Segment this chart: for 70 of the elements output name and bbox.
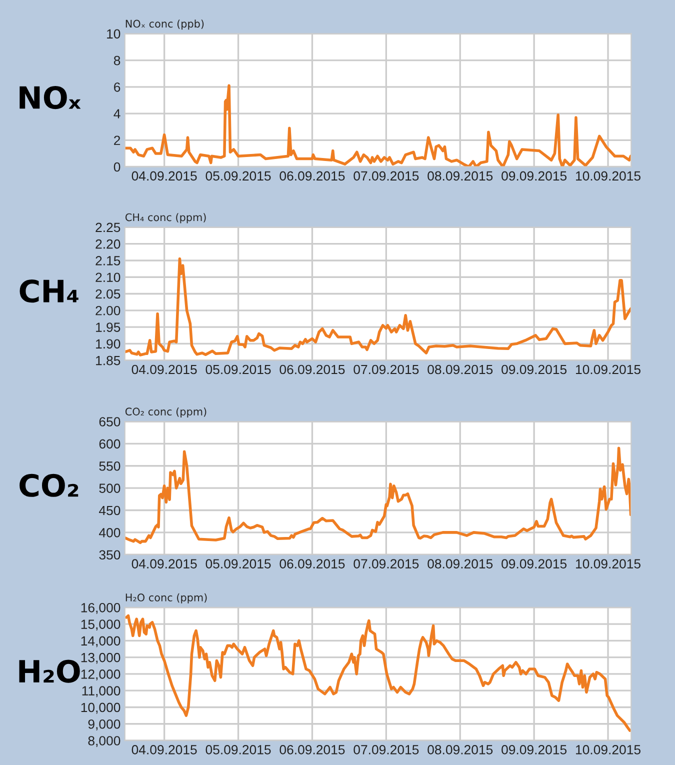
x-tick-label: 08.09.2015	[428, 559, 493, 568]
x-tick-label: 07.09.2015	[354, 364, 419, 374]
x-tick-label: 04.09.2015	[132, 559, 197, 568]
y-tick-label: 500	[99, 484, 120, 493]
y-tick-label: 10,000	[81, 702, 120, 714]
x-tick-label: 09.09.2015	[502, 745, 567, 754]
y-tick-label: 11,000	[82, 686, 120, 698]
x-tick-label: 04.09.2015	[132, 364, 197, 374]
text: CH₄	[20, 280, 78, 303]
x-tick-label: 06.09.2015	[280, 745, 345, 754]
y-axis-title: NOₓ conc (ppb)	[126, 20, 204, 30]
y-tick-label: 0	[114, 162, 120, 172]
x-tick-label: 09.09.2015	[502, 364, 567, 374]
y-tick-label: 2.00	[96, 306, 120, 316]
y-tick-label: 400	[99, 528, 120, 538]
y-tick-label: 2.25	[96, 222, 120, 232]
x-tick-label: 05.09.2015	[206, 171, 271, 181]
x-tick-label: 08.09.2015	[428, 364, 493, 374]
y-tick-label: 2.20	[96, 239, 120, 249]
y-tick-label: 10	[107, 29, 120, 39]
x-tick-label: 07.09.2015	[354, 559, 419, 568]
x-tick-label: 04.09.2015	[132, 171, 197, 181]
y-tick-label: 8	[114, 56, 120, 66]
y-tick-label: 1.85	[96, 356, 120, 366]
y-tick-label: 9,000	[88, 719, 120, 730]
y-axis-title: CH₄ conc (ppm)	[125, 213, 206, 224]
text: CO₂	[20, 474, 78, 497]
x-tick-label: 08.09.2015	[428, 171, 493, 181]
x-tick-label: 05.09.2015	[206, 559, 271, 568]
y-tick-label: 650	[99, 417, 120, 426]
x-tick-label: 10.09.2015	[576, 745, 640, 754]
y-tick-label: 2.05	[96, 289, 120, 299]
y-tick-label: 1.90	[96, 339, 120, 349]
x-tick-label: 06.09.2015	[280, 364, 345, 374]
x-tick-label: 04.09.2015	[132, 745, 197, 754]
line-series	[125, 614, 632, 732]
y-tick-label: 1.95	[96, 322, 120, 332]
y-tick-label: 15,000	[81, 620, 120, 631]
text: NOₓ	[20, 86, 81, 110]
y-tick-label: 2.10	[96, 272, 120, 282]
x-tick-label: 05.09.2015	[206, 364, 271, 374]
x-tick-label: 08.09.2015	[428, 745, 493, 754]
y-tick-label: 16,000	[81, 602, 120, 614]
x-tick-label: 09.09.2015	[502, 171, 567, 181]
y-tick-label: 12,000	[81, 670, 120, 680]
y-tick-label: 2.15	[96, 256, 120, 266]
y-tick-label: 14,000	[81, 636, 120, 648]
y-tick-label: 550	[99, 461, 120, 471]
y-tick-label: 13,000	[81, 652, 120, 664]
x-tick-label: 09.09.2015	[502, 559, 567, 568]
text: H₂O	[19, 660, 80, 683]
y-tick-label: 8,000	[88, 736, 120, 747]
x-tick-label: 06.09.2015	[280, 171, 345, 181]
y-tick-label: 2	[114, 136, 120, 145]
x-tick-label: 10.09.2015	[576, 364, 640, 374]
x-tick-label: 10.09.2015	[576, 171, 640, 181]
y-tick-label: 6	[114, 82, 120, 92]
y-axis-title: H₂O conc (ppm)	[126, 593, 207, 604]
line-series	[124, 446, 632, 544]
y-tick-label: 4	[114, 109, 120, 118]
y-tick-label: 350	[99, 550, 120, 560]
x-tick-label: 05.09.2015	[206, 745, 271, 754]
y-tick-label: 450	[99, 506, 120, 516]
line-series	[124, 257, 632, 356]
y-tick-label: 600	[99, 439, 120, 449]
x-tick-label: 06.09.2015	[280, 559, 345, 568]
x-tick-label: 10.09.2015	[576, 559, 640, 568]
x-tick-label: 07.09.2015	[354, 745, 419, 754]
x-tick-label: 07.09.2015	[354, 171, 419, 181]
y-axis-title: CO₂ conc (ppm)	[125, 407, 206, 418]
